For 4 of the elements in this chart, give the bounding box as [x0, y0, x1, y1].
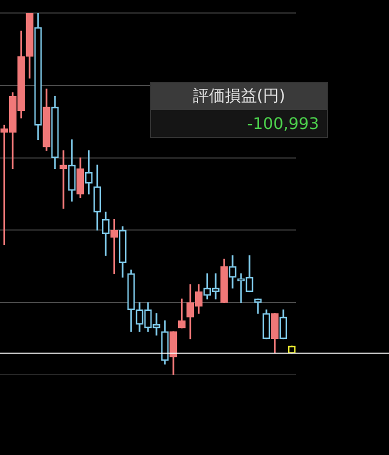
candlestick [60, 150, 68, 209]
panel-header: 評価損益(円) [151, 83, 327, 110]
info-panel: 評価損益(円) -100,993 [150, 82, 328, 138]
annotation: -100,993 [246, 113, 320, 135]
